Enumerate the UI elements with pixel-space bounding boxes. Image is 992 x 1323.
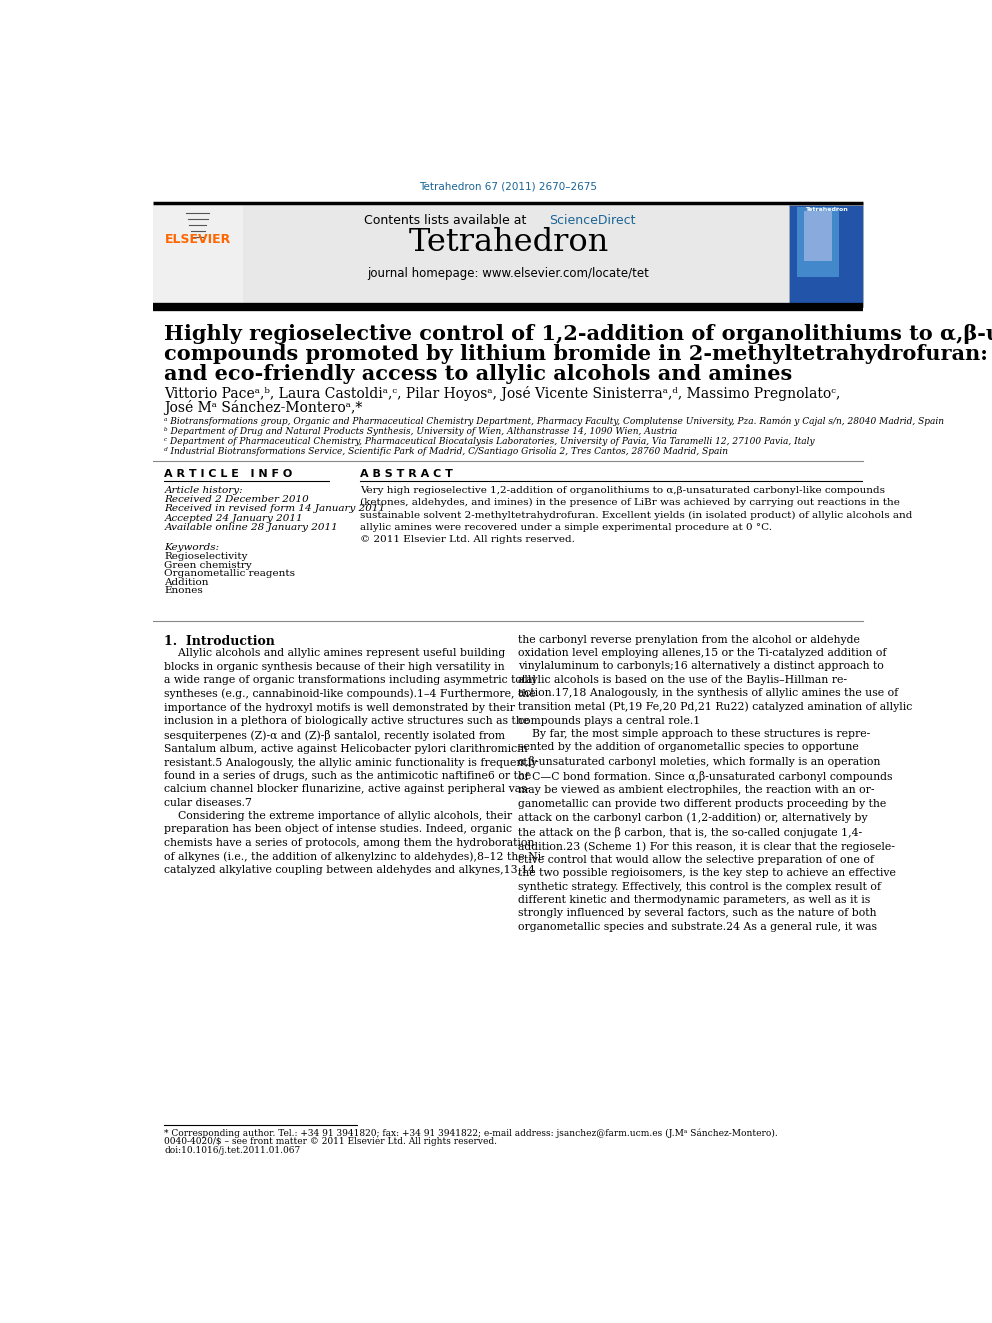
Text: Article history:: Article history: — [165, 486, 243, 495]
Text: José Mᵃ Sánchez-Monteroᵃ,*: José Mᵃ Sánchez-Monteroᵃ,* — [165, 400, 362, 415]
Text: A B S T R A C T: A B S T R A C T — [360, 470, 453, 479]
Text: Received 2 December 2010: Received 2 December 2010 — [165, 495, 310, 504]
Bar — [154, 205, 863, 307]
Bar — [805, 212, 831, 261]
Text: compounds promoted by lithium bromide in 2-methyltetrahydrofuran: a facile: compounds promoted by lithium bromide in… — [165, 344, 992, 364]
Text: ᵇ Department of Drug and Natural Products Synthesis, University of Wien, Althans: ᵇ Department of Drug and Natural Product… — [165, 427, 678, 435]
Text: Tetrahedron 67 (2011) 2670–2675: Tetrahedron 67 (2011) 2670–2675 — [420, 181, 597, 192]
Text: Addition: Addition — [165, 578, 208, 586]
Text: doi:10.1016/j.tet.2011.01.067: doi:10.1016/j.tet.2011.01.067 — [165, 1146, 301, 1155]
Text: ᵈ Industrial Biotransformations Service, Scientific Park of Madrid, C/Santiago G: ᵈ Industrial Biotransformations Service,… — [165, 447, 728, 456]
Text: ScienceDirect: ScienceDirect — [549, 214, 635, 228]
Text: ᶜ Department of Pharmaceutical Chemistry, Pharmaceutical Biocatalysis Laboratori: ᶜ Department of Pharmaceutical Chemistry… — [165, 437, 814, 446]
Text: Enones: Enones — [165, 586, 203, 595]
Text: * Corresponding author. Tel.: +34 91 3941820; fax: +34 91 3941822; e-mail addres: * Corresponding author. Tel.: +34 91 394… — [165, 1129, 778, 1138]
Text: Keywords:: Keywords: — [165, 542, 219, 552]
Text: Green chemistry: Green chemistry — [165, 561, 252, 570]
Text: Tetrahedron: Tetrahedron — [805, 208, 847, 212]
Text: Very high regioselective 1,2-addition of organolithiums to α,β-unsaturated carbo: Very high regioselective 1,2-addition of… — [360, 486, 913, 544]
Text: Available online 28 January 2011: Available online 28 January 2011 — [165, 523, 338, 532]
Text: the carbonyl reverse prenylation from the alcohol or aldehyde
oxidation level em: the carbonyl reverse prenylation from th… — [518, 635, 912, 931]
Text: Accepted 24 January 2011: Accepted 24 January 2011 — [165, 513, 303, 523]
Text: ELSEVIER: ELSEVIER — [165, 233, 231, 246]
Text: Contents lists available at: Contents lists available at — [364, 214, 531, 228]
Text: Vittorio Paceᵃ,ᵇ, Laura Castoldiᵃ,ᶜ, Pilar Hoyosᵃ, José Vicente Sinisterraᵃ,ᵈ, M: Vittorio Paceᵃ,ᵇ, Laura Castoldiᵃ,ᶜ, Pil… — [165, 386, 840, 401]
Bar — [154, 205, 243, 307]
Text: A R T I C L E   I N F O: A R T I C L E I N F O — [165, 470, 293, 479]
Text: Allylic alcohols and allylic amines represent useful building
blocks in organic : Allylic alcohols and allylic amines repr… — [165, 648, 545, 876]
Text: 1.  Introduction: 1. Introduction — [165, 635, 275, 648]
Bar — [797, 208, 839, 277]
Text: Highly regioselective control of 1,2-addition of organolithiums to α,β-unsaturat: Highly regioselective control of 1,2-add… — [165, 324, 992, 344]
Text: Organometallic reagents: Organometallic reagents — [165, 569, 296, 578]
Bar — [789, 205, 863, 307]
Text: and eco-friendly access to allylic alcohols and amines: and eco-friendly access to allylic alcoh… — [165, 364, 793, 385]
Text: Received in revised form 14 January 2011: Received in revised form 14 January 2011 — [165, 504, 386, 513]
Text: ᵃ Biotransformations group, Organic and Pharmaceutical Chemistry Department, Pha: ᵃ Biotransformations group, Organic and … — [165, 417, 944, 426]
Text: Regioselectivity: Regioselectivity — [165, 552, 248, 561]
Text: journal homepage: www.elsevier.com/locate/tet: journal homepage: www.elsevier.com/locat… — [367, 266, 650, 279]
Text: 0040-4020/$ – see front matter © 2011 Elsevier Ltd. All rights reserved.: 0040-4020/$ – see front matter © 2011 El… — [165, 1138, 497, 1147]
Text: Tetrahedron: Tetrahedron — [409, 226, 608, 258]
